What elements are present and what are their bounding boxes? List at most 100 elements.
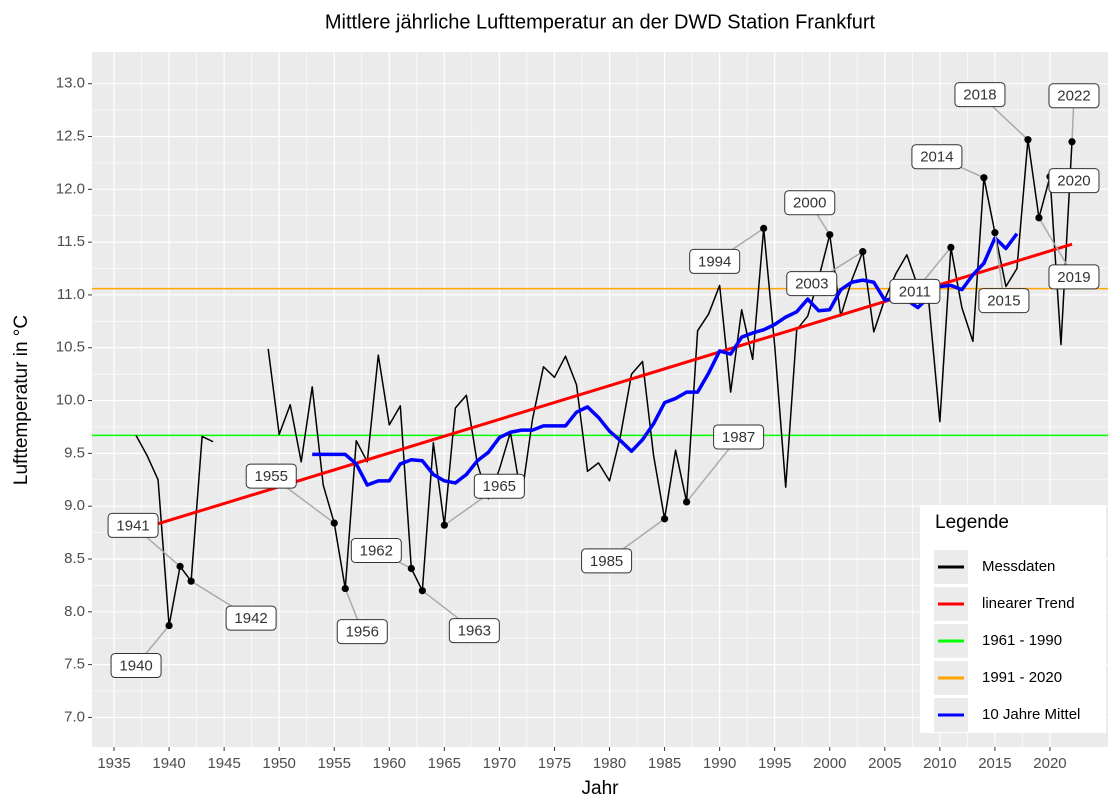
highlight-point	[660, 515, 669, 523]
y-tick-label: 13.0	[56, 75, 85, 92]
x-tick-label: 2000	[813, 755, 846, 772]
highlight-point	[859, 248, 867, 256]
point-label: 2011	[899, 283, 931, 300]
x-tick-label: 1975	[538, 755, 571, 772]
label-box	[713, 424, 765, 450]
x-tick-label: 1940	[152, 755, 185, 772]
x-tick-label: 1960	[373, 755, 406, 772]
point-label: 2022	[1057, 88, 1090, 105]
highlight-point	[980, 174, 988, 182]
highlight-point	[1068, 138, 1076, 146]
y-tick-label: 9.0	[64, 497, 85, 514]
highlight-point	[187, 577, 195, 585]
x-tick-label: 1990	[703, 755, 736, 772]
legend-label: 10 Jahre Mittel	[982, 706, 1080, 723]
y-tick-label: 10.0	[56, 392, 85, 409]
highlight-point	[440, 521, 448, 529]
point-label: 2019	[1057, 269, 1090, 286]
label-box	[1048, 264, 1100, 290]
y-tick-label: 8.5	[64, 550, 85, 567]
highlight-point	[760, 224, 768, 232]
point-label: 2014	[920, 149, 953, 166]
label-box	[954, 82, 1006, 108]
series-line	[135, 138, 1073, 627]
legend-label: 1991 - 2020	[982, 669, 1062, 686]
label-box	[225, 605, 277, 631]
y-tick-label: 7.0	[64, 708, 85, 725]
highlight-point	[418, 587, 426, 595]
point-label: 2003	[795, 276, 828, 293]
label-box	[473, 473, 525, 499]
label-box	[448, 618, 500, 644]
y-tick-label: 11.5	[57, 233, 85, 250]
label-box	[245, 463, 297, 489]
highlight-point	[165, 621, 173, 630]
point-labels: 1940 1941 1942 1955 1956 1962 1963 1965 1985 1987…	[107, 82, 1100, 679]
point-label: 1962	[360, 542, 393, 559]
legend-label: 1961 - 1990	[982, 632, 1062, 649]
point-label: 2020	[1057, 173, 1090, 190]
highlight-point	[991, 229, 999, 237]
y-tick-label: 9.5	[64, 444, 85, 461]
x-tick-label: 1985	[648, 755, 681, 772]
highlight-point	[176, 562, 184, 570]
point-label: 1941	[116, 517, 149, 534]
point-label: 1940	[119, 658, 152, 675]
label-box	[107, 512, 159, 538]
label-box	[689, 248, 741, 274]
x-tick-label: 2005	[868, 755, 901, 772]
y-axis-label: Lufttemperatur in °C	[11, 315, 32, 485]
y-tick-label: 7.5	[64, 656, 85, 673]
legend-label: linearer Trend	[982, 595, 1075, 612]
point-label: 1956	[346, 624, 379, 641]
label-box	[350, 537, 402, 563]
point-label: 1955	[255, 468, 288, 485]
highlight-point	[947, 243, 955, 252]
x-tick-label: 1980	[593, 755, 626, 772]
label-box	[110, 653, 162, 679]
x-tick-label: 2015	[978, 755, 1011, 772]
x-tick-label: 2020	[1033, 755, 1066, 772]
legend-label: Messdaten	[982, 558, 1055, 575]
x-axis-label: Jahr	[582, 778, 620, 799]
point-label: 1987	[722, 429, 755, 446]
highlight-point	[1035, 214, 1043, 222]
point-label: 2018	[963, 87, 996, 104]
x-tick-label: 1935	[97, 755, 130, 772]
point-label: 1985	[590, 553, 623, 570]
label-box	[1048, 83, 1100, 109]
x-tick-label: 2010	[923, 755, 956, 772]
legend-title: Legende	[935, 512, 1009, 533]
point-label: 1965	[483, 478, 516, 495]
label-box	[786, 271, 838, 297]
x-tick-label: 1970	[483, 755, 516, 772]
y-tick-label: 12.0	[56, 180, 85, 197]
x-tick-label: 1965	[428, 755, 461, 772]
highlight-point	[330, 519, 338, 527]
label-box	[336, 619, 388, 645]
x-tick-label: 1950	[263, 755, 296, 772]
x-tick-label: 1945	[207, 755, 240, 772]
y-tick-label: 10.5	[56, 339, 85, 356]
point-label: 1994	[698, 253, 731, 270]
highlight-point	[683, 498, 691, 506]
highlight-point	[407, 564, 415, 573]
y-tick-label: 12.5	[56, 127, 85, 144]
chart-title: Mittlere jährliche Lufttemperatur an der…	[325, 11, 876, 33]
label-box	[911, 144, 963, 170]
label-box	[978, 288, 1030, 314]
label-box	[1048, 168, 1100, 194]
y-tick-label: 8.0	[64, 603, 85, 620]
x-tick-label: 1955	[318, 755, 351, 772]
y-tick-label: 11.0	[57, 286, 85, 303]
highlight-point	[1024, 136, 1032, 144]
point-label: 2015	[987, 293, 1020, 310]
point-label: 1963	[458, 623, 491, 640]
highlight-point	[826, 231, 834, 239]
point-label: 2000	[793, 195, 826, 212]
label-box	[581, 548, 633, 574]
label-box	[784, 190, 836, 216]
highlight-point	[341, 584, 349, 593]
point-label: 1942	[234, 610, 267, 627]
